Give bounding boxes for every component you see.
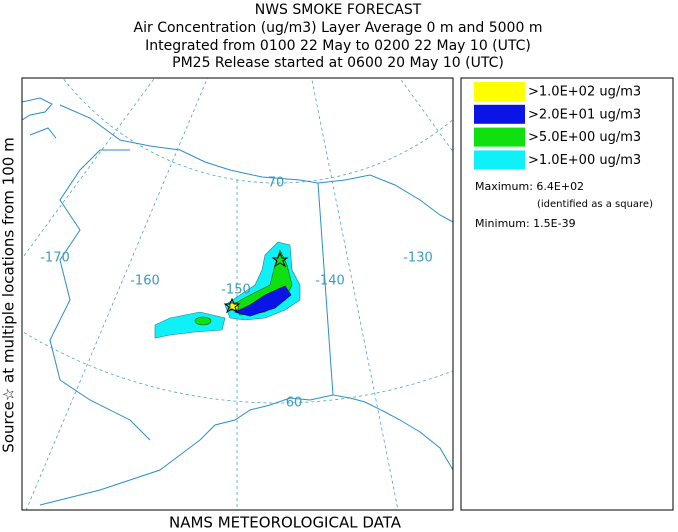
plume-contour <box>234 285 292 317</box>
title: NWS SMOKE FORECAST <box>255 2 422 18</box>
maximum-note: (identified as a square) <box>537 199 653 210</box>
graticule-label: -130 <box>403 251 433 266</box>
parallel <box>22 330 453 404</box>
subtitle: PM25 Release started at 0600 20 May 10 (… <box>172 55 504 71</box>
side-label: Source☆ at multiple locations from 100 m <box>0 137 18 452</box>
legend-swatch <box>474 104 525 124</box>
source-marker <box>223 251 289 314</box>
plume-contour <box>154 241 301 339</box>
subtitle: Air Concentration (ug/m3) Layer Average … <box>134 20 543 36</box>
meridian <box>311 78 399 510</box>
coastline <box>22 97 453 506</box>
subtitle: Integrated from 0100 22 May to 0200 22 M… <box>145 38 531 54</box>
graticule-label: -170 <box>40 251 70 266</box>
legend-label: >5.0E+00 ug/m3 <box>528 130 641 145</box>
legend-label: >1.0E+00 ug/m3 <box>528 153 641 168</box>
legend-swatch <box>474 127 525 147</box>
parallel <box>62 78 453 184</box>
graticule-label: -140 <box>315 274 345 289</box>
legend-label: >1.0E+02 ug/m3 <box>528 85 641 100</box>
graticule-label: 70 <box>268 176 285 191</box>
legend-swatch <box>474 150 525 170</box>
minimum: Minimum: 1.5E-39 <box>475 217 576 230</box>
maximum: Maximum: 6.4E+02 <box>475 180 584 193</box>
legend-swatch <box>474 82 525 101</box>
meridian <box>22 78 156 260</box>
legend-frame <box>460 77 674 511</box>
map-frame <box>21 77 454 511</box>
graticule-label: -150 <box>221 283 251 298</box>
legend-label: >2.0E+01 ug/m3 <box>528 107 641 122</box>
footer: NAMS METEOROLOGICAL DATA <box>169 514 402 532</box>
meridian <box>25 78 208 510</box>
map: -170 -160 -150 -140 -130 70 60 <box>22 78 453 510</box>
graticule-label: -160 <box>130 274 160 289</box>
graticule-label: 60 <box>286 396 303 411</box>
